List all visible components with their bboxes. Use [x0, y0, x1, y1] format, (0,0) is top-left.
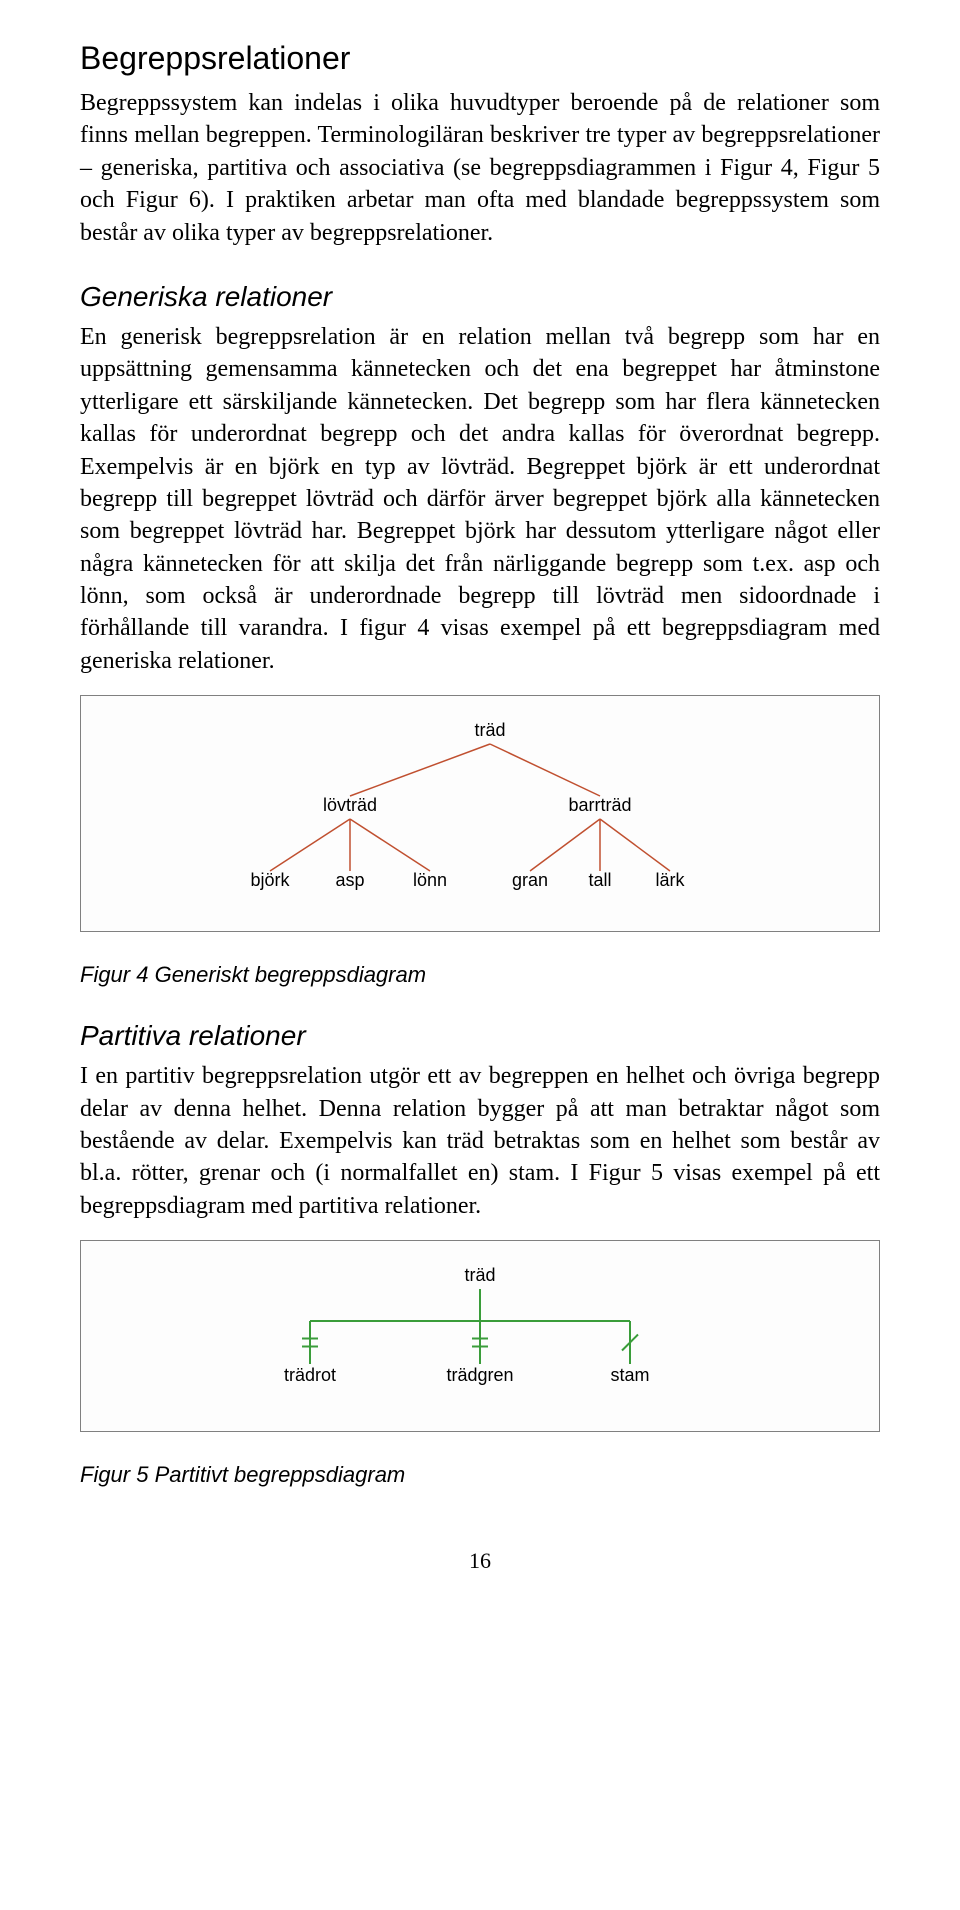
partitive-title: Partitiva relationer	[80, 1020, 880, 1052]
svg-text:trädrot: trädrot	[284, 1365, 336, 1385]
figure5-diagram: träd trädrot trädgren stam	[80, 1240, 880, 1432]
svg-text:lärk: lärk	[655, 870, 685, 890]
svg-text:träd: träd	[464, 1265, 495, 1285]
svg-text:asp: asp	[335, 870, 364, 890]
svg-text:björk: björk	[250, 870, 290, 890]
svg-text:gran: gran	[512, 870, 548, 890]
figure4-svg: träd lövträd barrträd björk asp lönn gran tall l…	[200, 716, 760, 901]
svg-text:träd: träd	[474, 720, 505, 740]
svg-text:lövträd: lövträd	[323, 795, 377, 815]
figure4-caption: Figur 4 Generiskt begreppsdiagram	[80, 962, 880, 988]
svg-text:tall: tall	[588, 870, 611, 890]
section-intro: Begreppssystem kan indelas i olika huvud…	[80, 87, 880, 249]
figure4-diagram: träd lövträd barrträd björk asp lönn gran tall l…	[80, 695, 880, 932]
section-title: Begreppsrelationer	[80, 40, 880, 77]
svg-text:barrträd: barrträd	[568, 795, 631, 815]
figure5-svg: träd trädrot trädgren stam	[200, 1261, 760, 1401]
generic-title: Generiska relationer	[80, 281, 880, 313]
svg-text:lönn: lönn	[413, 870, 447, 890]
figure5-caption: Figur 5 Partitivt begreppsdiagram	[80, 1462, 880, 1488]
svg-text:stam: stam	[610, 1365, 649, 1385]
document-page: Begreppsrelationer Begreppssystem kan in…	[0, 0, 960, 1614]
svg-text:trädgren: trädgren	[446, 1365, 513, 1385]
generic-body: En generisk begreppsrelation är en relat…	[80, 321, 880, 677]
partitive-body: I en partitiv begreppsrelation utgör ett…	[80, 1060, 880, 1222]
page-number: 16	[80, 1548, 880, 1574]
